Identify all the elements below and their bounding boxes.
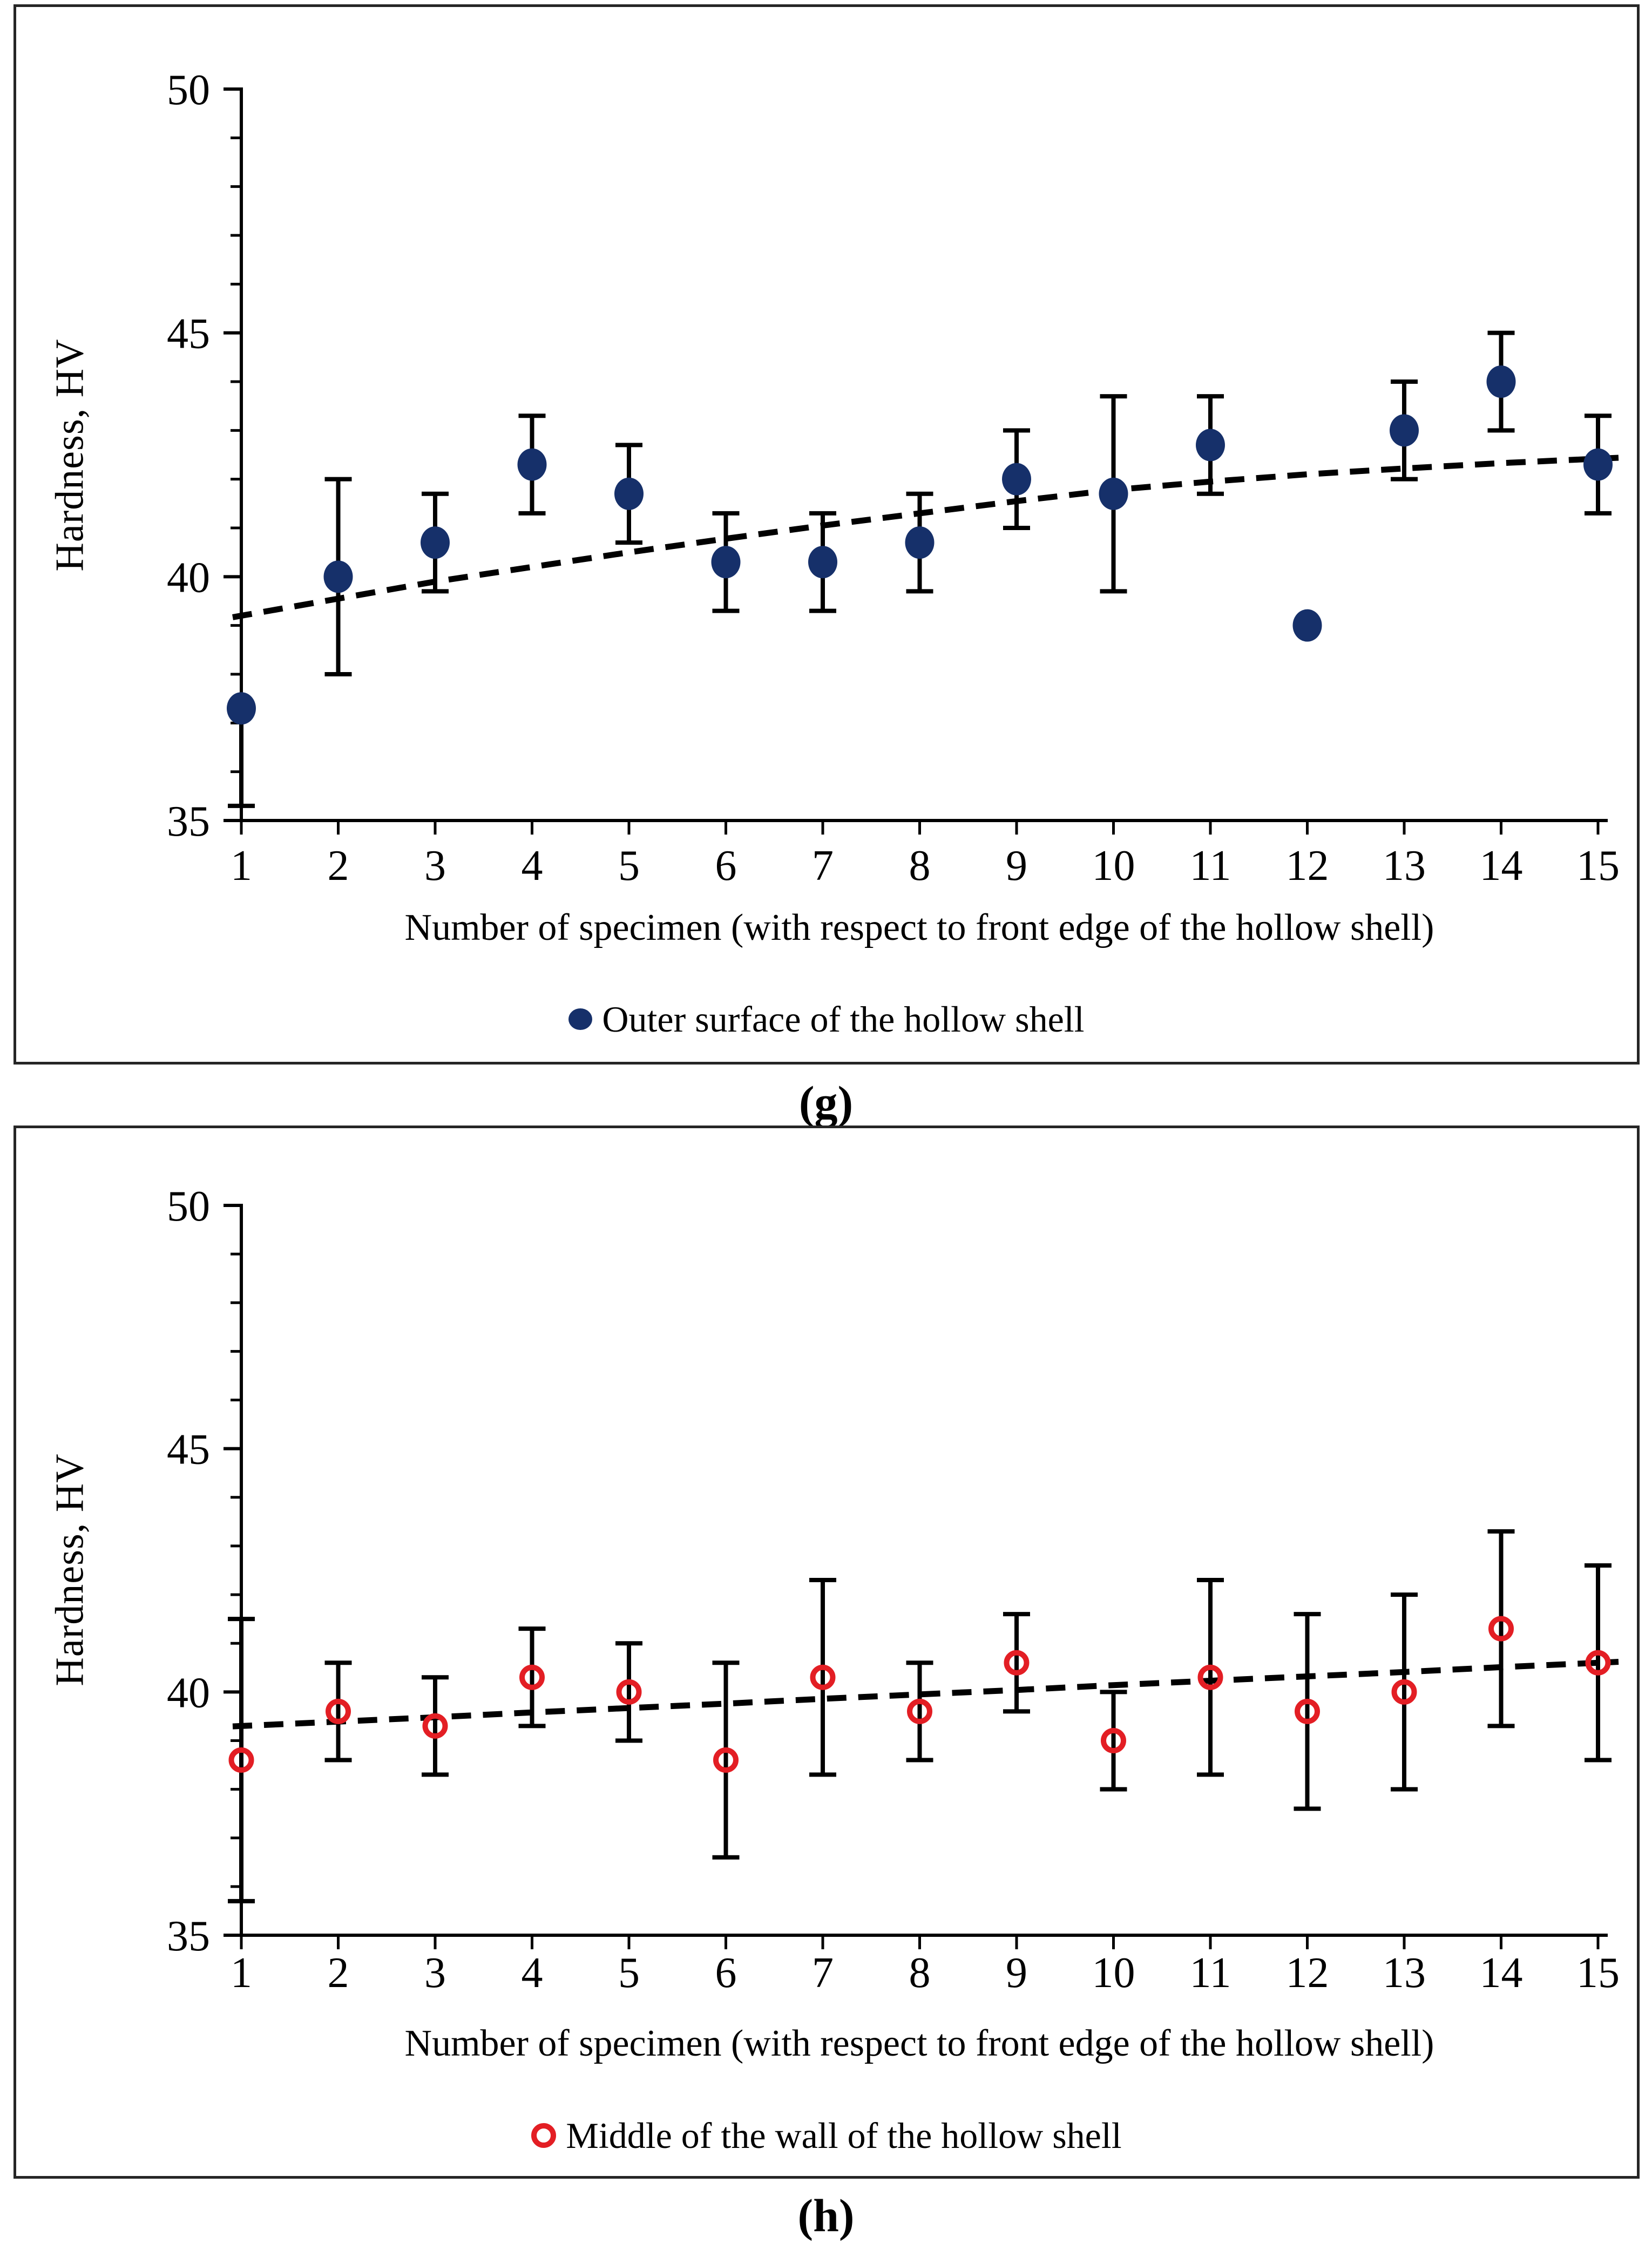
y-axis-title: Hardness, HV [48,338,92,572]
legend: Middle of the wall of the hollow shell [16,2107,1637,2164]
svg-text:7: 7 [812,1949,834,1997]
data-markers [228,1616,1611,1773]
svg-text:1: 1 [231,1949,252,1997]
legend: Outer surface of the hollow shell [16,991,1637,1047]
svg-text:40: 40 [167,554,210,601]
svg-text:8: 8 [909,842,931,890]
svg-text:12: 12 [1286,842,1329,890]
svg-text:13: 13 [1383,1949,1426,1997]
x-axis-title: Number of specimen (with respect to fron… [404,907,1434,948]
panel-caption-h: (h) [797,2189,855,2241]
svg-text:15: 15 [1576,842,1620,890]
svg-text:11: 11 [1189,842,1231,890]
svg-text:50: 50 [167,66,210,114]
svg-text:13: 13 [1383,842,1426,890]
legend-label: Outer surface of the hollow shell [602,999,1085,1040]
svg-text:6: 6 [715,842,737,890]
svg-text:4: 4 [522,842,543,890]
svg-text:3: 3 [424,842,446,890]
svg-text:15: 15 [1576,1949,1620,1997]
svg-text:12: 12 [1286,1949,1329,1997]
svg-text:35: 35 [167,798,210,845]
data-markers [227,365,1613,725]
svg-text:3: 3 [424,1949,446,1997]
svg-text:10: 10 [1092,842,1135,890]
svg-text:45: 45 [167,310,210,358]
legend-marker-filled-circle-icon [568,1008,593,1030]
svg-text:40: 40 [167,1669,210,1717]
svg-text:5: 5 [618,842,640,890]
panel-caption-g: (g) [798,1076,854,1128]
svg-text:2: 2 [328,1949,349,1997]
svg-text:11: 11 [1189,1949,1231,1997]
trend-line [232,455,1619,620]
svg-text:10: 10 [1092,1949,1135,1997]
x-axis-title: Number of specimen (with respect to fron… [404,2023,1434,2064]
svg-text:8: 8 [909,1949,931,1997]
svg-text:14: 14 [1480,842,1523,890]
svg-text:4: 4 [522,1949,543,1997]
svg-text:9: 9 [1006,842,1027,890]
legend-marker-open-circle-icon [531,2123,557,2148]
trend-line [232,1659,1619,1730]
error-bars [228,1529,1612,1903]
axes [224,87,1608,835]
svg-text:2: 2 [328,842,349,890]
svg-text:7: 7 [812,842,834,890]
svg-text:6: 6 [715,1949,737,1997]
error-bars [228,330,1612,808]
svg-text:5: 5 [618,1949,640,1997]
chart-panel-g: 35 40 45 50 1 2 3 4 5 6 7 8 9 10 11 12 13 14 15 Hardness, … [13,4,1640,1065]
svg-text:1: 1 [231,842,252,890]
axes [224,1204,1608,1949]
svg-text:9: 9 [1006,1949,1027,1997]
svg-text:45: 45 [167,1426,210,1474]
svg-text:35: 35 [167,1913,210,1960]
svg-text:14: 14 [1480,1949,1523,1997]
legend-label: Middle of the wall of the hollow shell [566,2115,1122,2156]
svg-text:50: 50 [167,1183,210,1230]
chart-panel-h: 35 40 45 50 1 2 3 4 5 6 7 8 9 10 11 12 13 14 15 Hardness, … [13,1126,1640,2179]
y-axis-title: Hardness, HV [48,1453,92,1686]
